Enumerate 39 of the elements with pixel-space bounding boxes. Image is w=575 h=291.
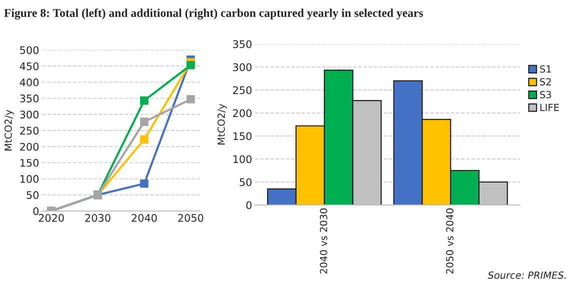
legend-label: LIFE	[540, 104, 559, 111]
legend-label: S2	[540, 78, 551, 86]
y-tick-label: 250	[233, 86, 252, 94]
y-tick-label: 200	[20, 142, 39, 151]
x-tick-label: 2050 vs 2040	[446, 208, 454, 274]
y-tick-label: 100	[20, 175, 39, 183]
y-axis-title: MtCO2/y	[218, 104, 227, 144]
y-tick-label: 250	[20, 126, 39, 135]
y-tick-label: 500	[20, 46, 39, 54]
point	[140, 96, 148, 105]
point	[140, 179, 148, 188]
y-tick-label: 300	[20, 110, 39, 119]
y-tick-label: 0	[33, 207, 39, 216]
legend-label: S1	[540, 65, 551, 73]
y-tick-label: 300	[233, 63, 252, 72]
x-tick-label: 2040 vs 2030	[320, 208, 328, 274]
x-tick-label: 2020	[38, 214, 64, 222]
y-tick-label: 200	[233, 109, 252, 118]
point	[186, 60, 195, 70]
y-tick-label: 350	[20, 94, 39, 102]
y-axis-title: MtCO2/y	[4, 110, 14, 150]
point	[140, 118, 148, 126]
y-tick-label: 400	[20, 78, 39, 86]
y-tick-label: 0	[246, 201, 252, 210]
x-tick-label: 2030	[85, 214, 110, 222]
legend-label: S3	[540, 90, 552, 98]
y-tick-label: 150	[20, 158, 39, 167]
x-tick-label: 2040	[132, 214, 157, 222]
x-tick-label: 2050	[178, 214, 204, 222]
source-note: Source: PRIMES.	[488, 271, 566, 279]
y-tick-label: 150	[233, 132, 252, 140]
y-tick-label: 50	[26, 191, 39, 200]
point	[186, 95, 195, 104]
y-tick-label: 450	[20, 62, 39, 70]
y-tick-label: 100	[233, 155, 252, 164]
chart-title: Figure 8: Total (left) and additional (right) carbon captured yearly in selected years	[4, 8, 424, 20]
y-tick-label: 350	[233, 40, 252, 48]
y-tick-label: 50	[240, 178, 252, 186]
point	[140, 135, 148, 144]
